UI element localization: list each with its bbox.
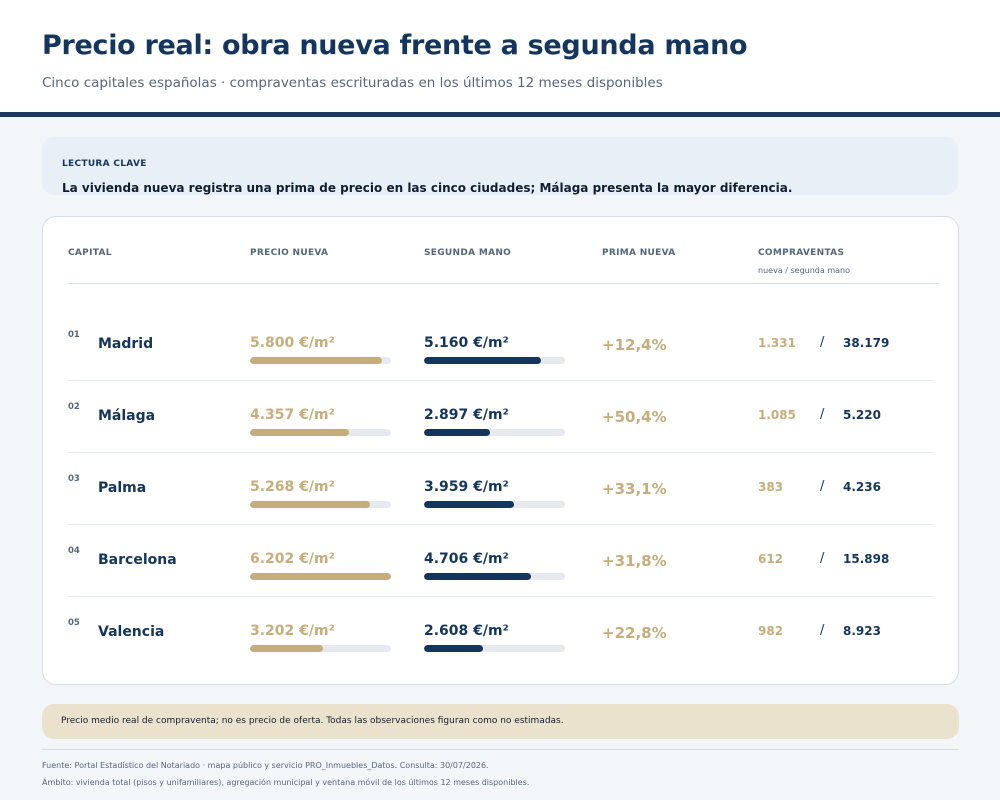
- city-name: Palma: [98, 480, 147, 496]
- sales-separator: /: [820, 479, 825, 494]
- city-name: Barcelona: [98, 552, 177, 568]
- table-row: 04 Barcelona 6.202 €/m² 4.706 €/m² +31,8% 612…: [43, 524, 960, 597]
- row-index: 05: [68, 618, 80, 628]
- city-name: Valencia: [98, 624, 165, 640]
- header: Precio real: obra nueva frente a segunda…: [0, 0, 1000, 112]
- sales-second-value: 4.236: [843, 480, 881, 494]
- sales-new-value: 383: [758, 480, 784, 494]
- new-price-bar: [250, 357, 382, 364]
- sales-new-value: 1.331: [758, 336, 796, 350]
- new-price-bar-track: [250, 501, 391, 508]
- sales-second-value: 8.923: [843, 624, 881, 638]
- second-price-bar-track: [424, 573, 565, 580]
- new-price-label: 5.268 €/m²: [250, 479, 335, 495]
- new-price-label: 6.202 €/m²: [250, 551, 335, 567]
- sales-new-value: 1.085: [758, 408, 796, 422]
- methodology-note-text: Precio medio real de compraventa; no es …: [61, 716, 564, 726]
- page-subtitle: Cinco capitales españolas · compraventas…: [42, 75, 663, 91]
- new-price-bar-track: [250, 429, 391, 436]
- new-price-label: 3.202 €/m²: [250, 623, 335, 639]
- footer-source: Fuente: Portal Estadístico del Notariado…: [42, 761, 489, 770]
- key-reading-box: LECTURA CLAVE La vivienda nueva registra…: [42, 137, 958, 195]
- premium-value: +12,4%: [602, 336, 667, 354]
- second-price-label: 5.160 €/m²: [424, 335, 509, 351]
- comparison-table: CAPITAL PRECIO NUEVA SEGUNDA MANO PRIMA …: [42, 216, 959, 685]
- header-sales-subtitle: nueva / segunda mano: [758, 266, 850, 275]
- new-price-bar-track: [250, 357, 391, 364]
- header-divider: [0, 112, 1000, 117]
- new-price-bar-track: [250, 573, 391, 580]
- second-price-bar: [424, 573, 531, 580]
- second-price-label: 4.706 €/m²: [424, 551, 509, 567]
- row-divider: [68, 452, 934, 453]
- premium-value: +31,8%: [602, 552, 667, 570]
- premium-value: +33,1%: [602, 480, 667, 498]
- new-price-bar: [250, 573, 391, 580]
- row-divider: [68, 596, 934, 597]
- second-price-label: 2.608 €/m²: [424, 623, 509, 639]
- row-index: 03: [68, 474, 80, 484]
- table-row: 01 Madrid 5.800 €/m² 5.160 €/m² +12,4% 1.331 /…: [43, 308, 960, 381]
- new-price-label: 5.800 €/m²: [250, 335, 335, 351]
- key-reading-text: La vivienda nueva registra una prima de …: [62, 181, 793, 195]
- table-row: 03 Palma 5.268 €/m² 3.959 €/m² +33,1% 383 / 4.2…: [43, 452, 960, 525]
- sales-separator: /: [820, 623, 825, 638]
- second-price-bar: [424, 429, 490, 436]
- new-price-bar: [250, 501, 370, 508]
- second-price-bar-track: [424, 645, 565, 652]
- row-divider: [68, 524, 934, 525]
- row-divider: [68, 380, 934, 381]
- new-price-label: 4.357 €/m²: [250, 407, 335, 423]
- new-price-bar: [250, 429, 349, 436]
- sales-second-value: 38.179: [843, 336, 890, 350]
- premium-value: +50,4%: [602, 408, 667, 426]
- second-price-label: 3.959 €/m²: [424, 479, 509, 495]
- city-name: Madrid: [98, 336, 154, 352]
- second-price-bar: [424, 501, 514, 508]
- sales-separator: /: [820, 407, 825, 422]
- premium-value: +22,8%: [602, 624, 667, 642]
- header-new-price: PRECIO NUEVA: [250, 248, 329, 258]
- second-price-label: 2.897 €/m²: [424, 407, 509, 423]
- footer-divider: [42, 749, 959, 750]
- row-index: 02: [68, 402, 80, 412]
- table-row: 02 Málaga 4.357 €/m² 2.897 €/m² +50,4% 1.085 /…: [43, 380, 960, 453]
- second-price-bar-track: [424, 357, 565, 364]
- sales-second-value: 5.220: [843, 408, 881, 422]
- header-sales: COMPRAVENTAS: [758, 248, 845, 258]
- header-second-hand: SEGUNDA MANO: [424, 248, 512, 258]
- row-index: 04: [68, 546, 80, 556]
- header-divider-line: [68, 283, 939, 284]
- header-premium: PRIMA NUEVA: [602, 248, 676, 258]
- key-reading-label: LECTURA CLAVE: [62, 159, 147, 169]
- table-row: 05 Valencia 3.202 €/m² 2.608 €/m² +22,8% 982 /…: [43, 596, 960, 668]
- second-price-bar: [424, 357, 541, 364]
- footer-scope: Ámbito: vivienda total (pisos y unifamil…: [42, 778, 530, 787]
- sales-separator: /: [820, 335, 825, 350]
- sales-separator: /: [820, 551, 825, 566]
- city-name: Málaga: [98, 408, 156, 424]
- second-price-bar: [424, 645, 483, 652]
- sales-second-value: 15.898: [843, 552, 890, 566]
- second-price-bar-track: [424, 429, 565, 436]
- page-title: Precio real: obra nueva frente a segunda…: [42, 30, 748, 61]
- sales-new-value: 612: [758, 552, 784, 566]
- new-price-bar: [250, 645, 323, 652]
- second-price-bar-track: [424, 501, 565, 508]
- row-index: 01: [68, 330, 80, 340]
- sales-new-value: 982: [758, 624, 784, 638]
- new-price-bar-track: [250, 645, 391, 652]
- header-capital: CAPITAL: [68, 248, 112, 258]
- methodology-note: Precio medio real de compraventa; no es …: [42, 704, 959, 739]
